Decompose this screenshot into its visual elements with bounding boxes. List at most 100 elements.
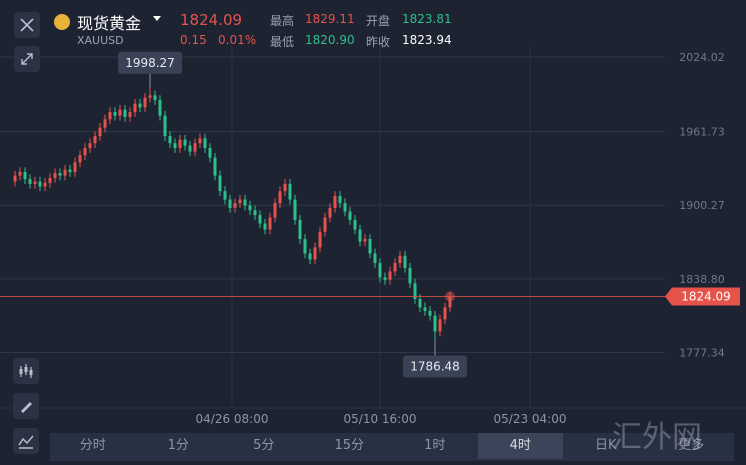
candle-body <box>23 171 27 180</box>
candle-body <box>268 217 272 230</box>
symbol: XAUUSD <box>77 34 124 47</box>
candle-body <box>338 195 342 204</box>
low-callout-box <box>403 355 467 378</box>
y-tick-label: 1961.73 <box>679 126 725 139</box>
candle-body <box>33 181 37 184</box>
candle-body <box>333 195 337 208</box>
low-callout: 1786.48 <box>410 360 460 374</box>
candle-body <box>413 283 417 299</box>
change-pct: 0.01% <box>218 33 257 47</box>
candle-body <box>273 203 277 218</box>
stat-label: 最低 <box>270 35 295 49</box>
candle-body <box>298 219 302 240</box>
candle-body <box>183 139 187 146</box>
candle-body <box>143 97 147 108</box>
period-tab[interactable]: 15分 <box>334 438 365 453</box>
candle-body <box>58 173 62 176</box>
candle-body <box>293 199 297 220</box>
period-tab[interactable]: 分时 <box>79 438 106 453</box>
candle-body <box>243 199 247 206</box>
period-tab[interactable]: 4时 <box>477 433 563 459</box>
candle-body <box>393 263 397 272</box>
candle-body <box>68 169 72 172</box>
candle-body <box>438 319 442 332</box>
candle-body <box>153 95 157 101</box>
x-tick-label: 05/10 16:00 <box>344 412 417 426</box>
candle-body <box>348 211 352 220</box>
y-tick-label: 1777.34 <box>679 346 725 359</box>
high-callout: 1998.27 <box>125 56 175 70</box>
candle-body <box>163 115 167 137</box>
candle-body <box>423 307 427 311</box>
candle-body <box>218 175 222 192</box>
period-tab[interactable]: 1分 <box>167 438 189 453</box>
candle-body <box>378 263 382 278</box>
candle-body <box>323 217 327 232</box>
candle-body <box>388 271 392 280</box>
candle-body <box>433 315 437 332</box>
last-price-label: 1824.09 <box>681 289 731 303</box>
candle-body <box>238 199 242 204</box>
candle-body <box>208 148 212 158</box>
candle-body <box>283 183 287 192</box>
candle-body <box>173 143 177 149</box>
y-tick-label: 2024.02 <box>679 51 725 64</box>
candle-body <box>258 215 262 224</box>
candle-body <box>363 239 367 242</box>
candle-body <box>318 231 322 248</box>
candle-body <box>88 143 92 149</box>
candle-body <box>288 183 292 200</box>
candle-body <box>13 175 17 182</box>
stat-label: 最高 <box>270 14 295 28</box>
indicator-button[interactable] <box>13 358 39 384</box>
period-tab[interactable]: 5分 <box>253 438 275 453</box>
watermark: 汇外网 <box>612 420 702 455</box>
candle-body <box>48 177 52 183</box>
draw-button[interactable] <box>13 393 39 419</box>
candle-body <box>213 157 217 176</box>
y-tick-label: 1838.80 <box>679 273 725 286</box>
stat-value: 1823.81 <box>402 12 452 26</box>
candle-body <box>248 205 252 211</box>
candle-body <box>203 138 207 149</box>
candle-body <box>83 148 87 156</box>
stat-value: 1829.11 <box>305 12 355 26</box>
candle-body <box>428 310 432 316</box>
candle-body <box>343 203 347 212</box>
candle-body <box>158 100 162 116</box>
candle-body <box>353 219 357 230</box>
candle-body <box>398 255 402 264</box>
candle-body <box>358 229 362 242</box>
candle-body <box>383 277 387 280</box>
dropdown-arrow[interactable] <box>153 16 161 21</box>
candle-body <box>18 171 22 176</box>
candle-body <box>128 112 132 117</box>
candle-body <box>123 109 127 117</box>
candle-body <box>278 191 282 204</box>
candle-body <box>78 155 82 163</box>
gold-icon <box>54 14 70 30</box>
candle-body <box>93 136 97 144</box>
candle-body <box>168 136 172 144</box>
candle-body <box>448 296 452 308</box>
period-tab[interactable]: 更多 <box>678 438 705 453</box>
candle-body <box>103 119 107 128</box>
stat-label: 昨收 <box>366 35 391 49</box>
period-tab[interactable]: 日K <box>594 438 617 453</box>
high-callout-box <box>118 51 182 74</box>
candle-body <box>303 239 307 254</box>
stat-value: 1823.94 <box>402 33 452 47</box>
candle-body <box>108 112 112 120</box>
candle-body <box>113 112 117 116</box>
instrument-name[interactable]: 现货黄金 <box>77 14 142 33</box>
candle-body <box>73 162 77 172</box>
candle-body <box>328 207 332 218</box>
expand-button[interactable] <box>14 46 40 72</box>
candle-body <box>373 253 377 264</box>
close-button[interactable] <box>14 12 40 38</box>
period-tab[interactable]: 1时 <box>424 438 446 453</box>
candle-body <box>148 95 152 98</box>
change: 0.15 <box>180 33 207 47</box>
chart-type-button[interactable] <box>13 428 39 454</box>
y-tick-label: 1900.27 <box>679 199 725 212</box>
